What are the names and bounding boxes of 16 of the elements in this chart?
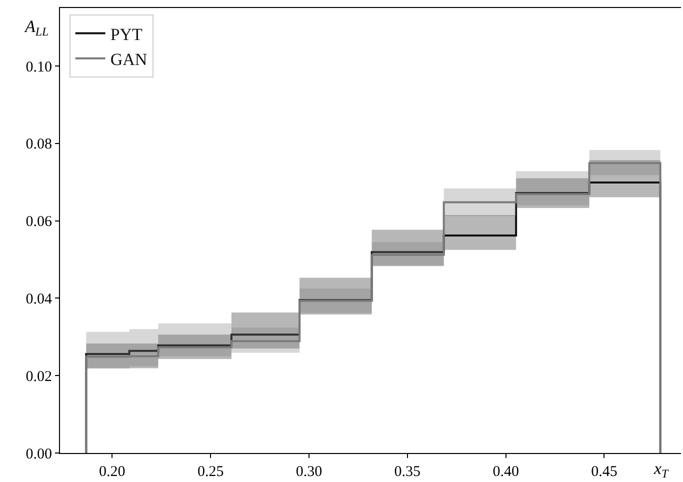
x-tick-label: 0.20 xyxy=(99,464,126,480)
x-axis-title: x$_{T}$ xyxy=(653,459,670,481)
legend-label: GAN xyxy=(110,50,148,69)
y-tick-label: 0.02 xyxy=(26,368,52,385)
y-tick-label: 0.06 xyxy=(26,214,52,230)
legend-label: PYT xyxy=(110,24,144,44)
x-tick-label: 0.35 xyxy=(394,464,421,480)
y-tick-label: 0.10 xyxy=(26,59,52,76)
x-tick-label: 0.40 xyxy=(492,464,519,480)
y-axis-title: A$_{LL}$ xyxy=(24,17,50,39)
x-tick-label: 0.45 xyxy=(591,464,618,480)
y-tick-label: 0.08 xyxy=(26,136,52,153)
y-tick-label: 0.00 xyxy=(26,446,52,462)
y-tick-label: 0.04 xyxy=(26,291,52,308)
x-tick-label: 0.25 xyxy=(197,464,224,480)
x-tick-label: 0.30 xyxy=(296,464,322,480)
